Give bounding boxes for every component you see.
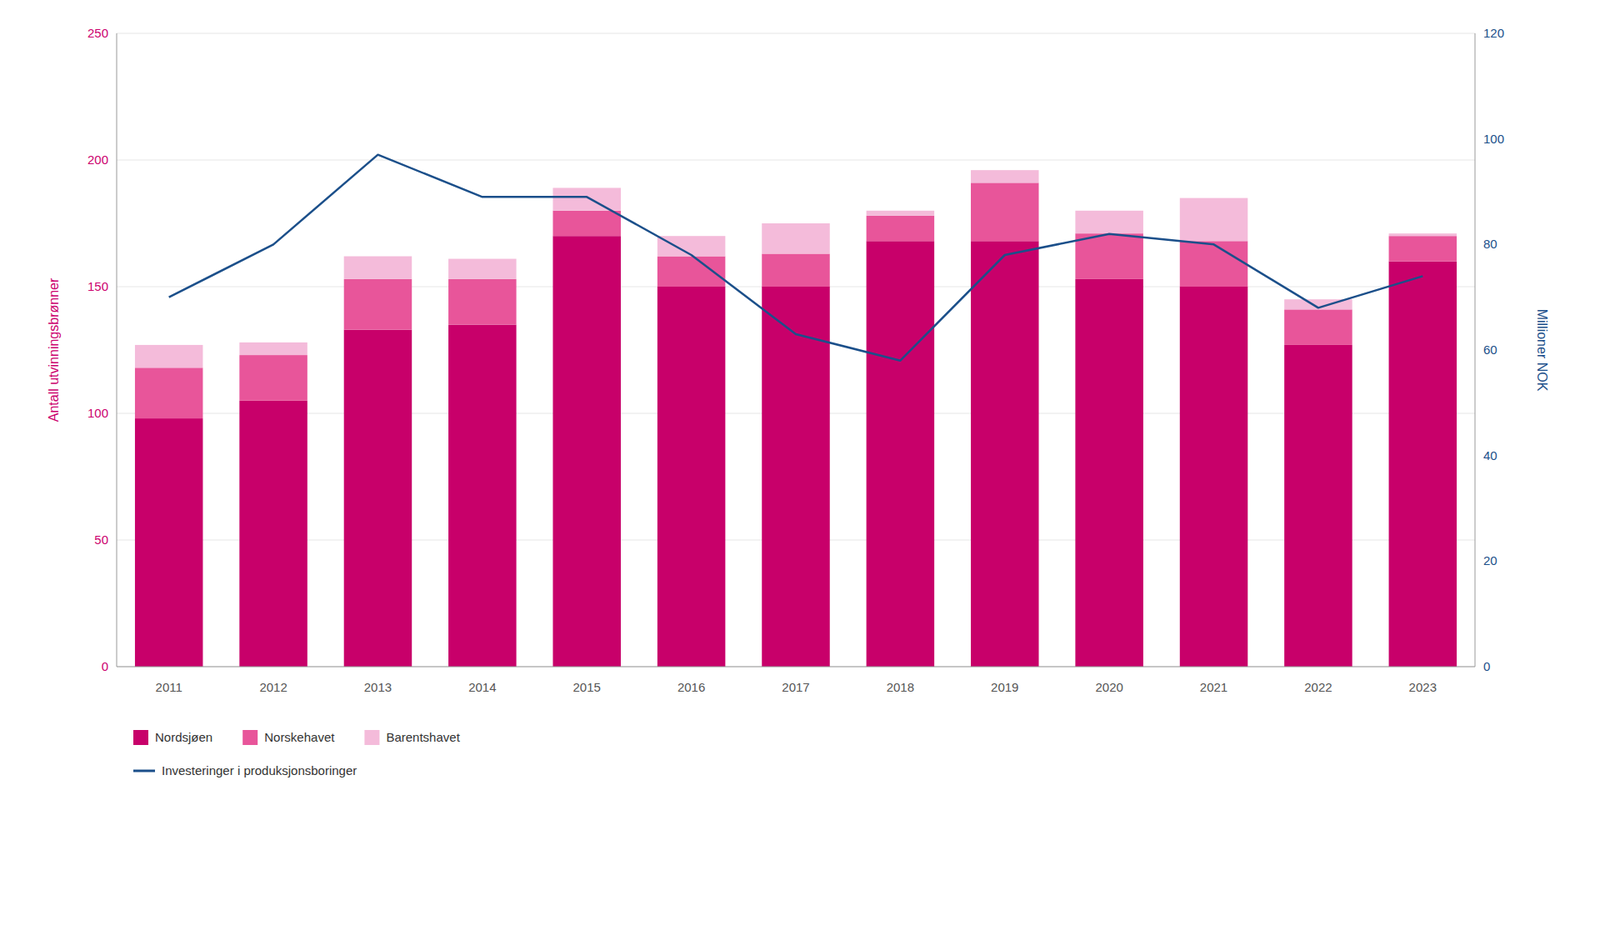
legend-swatch <box>364 730 380 745</box>
bar <box>1180 286 1249 667</box>
bar <box>344 330 413 667</box>
x-tick-label: 2018 <box>886 680 915 695</box>
x-tick-label: 2012 <box>259 680 287 695</box>
grid-line <box>116 160 1475 161</box>
legend-label: Investeringer i produksjonsboringer <box>161 763 357 778</box>
bar <box>657 235 726 256</box>
y2-tick-label: 80 <box>1483 236 1498 251</box>
chart: 2011201220132014201520162017201820192020… <box>0 0 1600 930</box>
bar <box>1389 235 1458 261</box>
x-tick-label: 2013 <box>364 680 392 695</box>
y2-tick-label: 60 <box>1483 342 1498 357</box>
legend: Nordsjøen Norskehavet Barentshavet Invester… <box>133 730 461 778</box>
y-axis-line <box>116 33 118 667</box>
bar <box>866 210 935 216</box>
y2-tick-label: 120 <box>1483 25 1505 40</box>
bar <box>448 279 517 325</box>
bar <box>761 286 830 667</box>
bar <box>344 279 413 330</box>
bar <box>448 259 517 280</box>
bar <box>552 187 621 210</box>
bar <box>1180 240 1249 287</box>
y-tick-label: 150 <box>87 279 109 294</box>
bar <box>970 170 1040 183</box>
grid-line <box>116 666 1475 668</box>
x-tick-label: 2023 <box>1409 680 1437 695</box>
bar-series <box>135 182 1457 419</box>
bar <box>970 182 1040 241</box>
x-tick-label: 2017 <box>781 680 810 695</box>
bar <box>135 418 204 667</box>
y2-tick-label: 20 <box>1483 553 1498 568</box>
y-tick-label: 250 <box>87 25 109 40</box>
y-tick-label: 0 <box>101 659 109 674</box>
bar <box>239 400 308 667</box>
y-axis-label: Antall utvinningsbrønner <box>46 277 61 422</box>
y2-tick-label: 100 <box>1483 131 1505 146</box>
bar <box>970 240 1040 667</box>
x-tick-label: 2015 <box>573 680 601 695</box>
bar <box>1075 233 1144 280</box>
legend-swatch <box>133 730 149 745</box>
bar <box>239 355 308 401</box>
x-tick-label: 2011 <box>155 680 183 695</box>
bar <box>657 286 726 667</box>
y2-tick-label: 40 <box>1483 448 1498 463</box>
y-tick-label: 100 <box>87 405 109 420</box>
legend-swatch <box>133 770 155 773</box>
legend-label: Barentshavet <box>385 730 460 745</box>
bar-series <box>135 235 1457 667</box>
bar <box>657 256 726 287</box>
x-axis-line <box>116 666 1475 668</box>
bar <box>448 325 517 667</box>
bar <box>1075 210 1144 234</box>
x-tick-label: 2022 <box>1304 680 1332 695</box>
bar <box>344 256 413 280</box>
y2-tick-label: 0 <box>1483 659 1490 674</box>
y2-axis-line <box>1475 33 1476 667</box>
bar-series <box>135 170 1457 368</box>
x-tick-label: 2016 <box>677 680 705 695</box>
y-tick-label: 200 <box>87 152 109 167</box>
bar <box>239 342 308 355</box>
bar <box>1389 233 1458 236</box>
legend-label: Norskehavet <box>264 730 335 745</box>
bar <box>1075 279 1144 667</box>
bar <box>761 223 830 254</box>
y2-axis-label: Millioner NOK <box>1535 309 1550 392</box>
bar <box>135 367 204 419</box>
y-tick-label: 50 <box>94 532 109 547</box>
x-tick-label: 2014 <box>468 680 496 695</box>
bar <box>552 210 621 236</box>
bar <box>866 240 935 667</box>
bar <box>135 345 204 368</box>
legend-swatch <box>242 730 258 745</box>
bar <box>761 253 830 287</box>
x-tick-label: 2019 <box>990 680 1019 695</box>
x-tick-label: 2021 <box>1200 680 1228 695</box>
bar <box>552 235 621 667</box>
line <box>169 155 1424 361</box>
bar <box>1284 309 1353 345</box>
bar <box>866 215 935 241</box>
legend-label: Nordsjøen <box>155 730 213 745</box>
bar <box>1180 198 1249 242</box>
bar <box>1389 261 1458 667</box>
axes: 2011201220132014201520162017201820192020… <box>46 25 1550 695</box>
x-tick-label: 2020 <box>1095 680 1123 695</box>
bar <box>1284 345 1353 667</box>
plot-area <box>135 155 1457 667</box>
grid-line <box>116 33 1475 35</box>
grid <box>116 33 1475 667</box>
